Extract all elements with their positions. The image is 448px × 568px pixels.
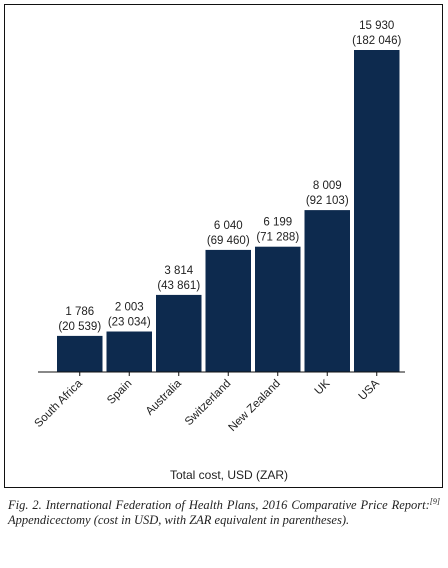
value-label-usd: 6 040 — [214, 220, 243, 232]
bar-chart: 1 786 (20 539) 2 003 (23 034) 3 814 (43 861) 6… — [33, 20, 405, 482]
value-label-zar: (43 861) — [157, 280, 200, 292]
value-label-usd: 1 786 — [65, 306, 94, 318]
value-label-zar: (23 034) — [108, 317, 151, 329]
figure-frame — [4, 4, 443, 488]
x-tick-label: UK — [313, 377, 333, 397]
value-label-usd: 8 009 — [313, 180, 342, 192]
x-tick-label: Australia — [144, 377, 185, 418]
x-tick-label: South Africa — [33, 377, 86, 430]
value-label-zar: (20 539) — [58, 321, 101, 333]
x-tick-label: USA — [357, 377, 382, 402]
bar-uk — [304, 210, 350, 372]
value-label-usd: 6 199 — [263, 217, 292, 229]
bar-usa — [354, 50, 400, 372]
value-label-zar: (92 103) — [306, 195, 349, 207]
bars-group — [57, 50, 400, 372]
bar-new-zealand — [255, 246, 301, 372]
value-label-zar: (71 288) — [256, 232, 299, 244]
caption-prefix: Fig. 2. International Federation of Heal… — [8, 498, 430, 513]
x-axis-title: Total cost, USD (ZAR) — [170, 468, 288, 482]
value-label-zar: (182 046) — [352, 35, 401, 47]
figure-caption: Fig. 2. International Federation of Heal… — [8, 494, 440, 528]
value-label-usd: 15 930 — [359, 20, 394, 32]
value-label-usd: 3 814 — [164, 265, 193, 277]
bar-south-africa — [57, 335, 103, 372]
x-ticks-group: South Africa Spain AustraliaSwitzerlandNew… — [33, 372, 382, 434]
value-label-zar: (69 460) — [207, 235, 250, 247]
value-labels-group: 1 786 (20 539) 2 003 (23 034) 3 814 (43 861) 6… — [58, 20, 401, 333]
x-tick-label: Switzerland — [183, 378, 234, 429]
value-label-usd: 2 003 — [115, 302, 144, 314]
bar-switzerland — [205, 249, 251, 372]
bar-australia — [156, 294, 202, 372]
caption-reference: [9] — [429, 497, 440, 506]
x-tick-label: Spain — [105, 378, 134, 407]
caption-suffix: Appendicectomy (cost in USD, with ZAR eq… — [8, 513, 350, 528]
bar-spain — [106, 331, 152, 372]
x-tick-label: New Zealand — [226, 378, 282, 434]
